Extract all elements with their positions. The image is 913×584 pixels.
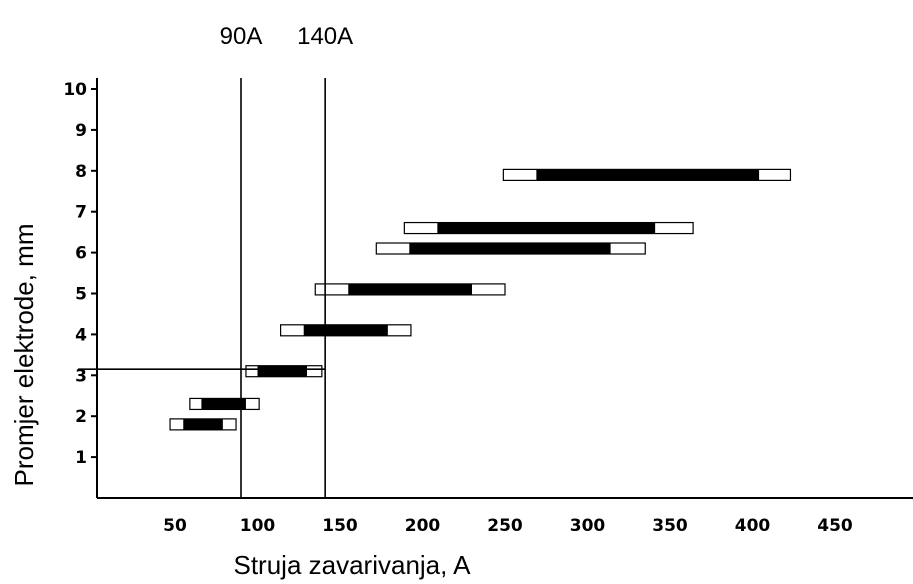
optimal-range-bar [348, 283, 472, 295]
x-tick-label: 350 [652, 516, 688, 536]
y-tick-label: 10 [63, 80, 87, 100]
x-tick-label: 150 [322, 516, 358, 536]
range-bars [169, 168, 792, 431]
optimal-range-bar [257, 365, 307, 377]
y-tick-label: 9 [75, 121, 87, 141]
y-tick-label: 2 [75, 407, 87, 427]
optimal-range-bar [303, 324, 388, 336]
optimal-range-bar [437, 222, 656, 234]
y-tick-label: 6 [75, 244, 87, 264]
y-tick-label: 8 [75, 162, 87, 182]
reference-line-label: 140A [297, 23, 353, 50]
x-tick-label: 200 [405, 516, 441, 536]
optimal-range-bar [536, 169, 760, 181]
y-tick-label: 1 [75, 448, 87, 468]
axes [96, 78, 913, 499]
x-tick-label: 400 [735, 516, 771, 536]
y-tick-label: 7 [75, 203, 87, 223]
x-tick-label: 300 [570, 516, 606, 536]
optimal-range-bar [183, 418, 223, 430]
reference-line-label: 90A [220, 23, 263, 50]
y-axis-title: Promjer elektrode, mm [9, 224, 39, 487]
optimal-range-bar [409, 243, 611, 255]
y-tick-label: 4 [75, 325, 87, 345]
reference-lines: 90A 140A [78, 23, 353, 498]
x-tick-label: 50 [163, 516, 187, 536]
optimal-range-bar [201, 398, 246, 410]
x-tick-label: 100 [240, 516, 276, 536]
x-tick-label: 250 [487, 516, 523, 536]
x-tick-label: 450 [817, 516, 853, 536]
y-tick-label: 5 [75, 285, 87, 305]
x-axis-title: Struja zavarivanja, A [233, 550, 471, 580]
tick-labels: 1 2 3 4 5 6 7 8 9 10 50 100 150 200 250 300 350 400 450 [63, 80, 853, 536]
y-tick-label: 3 [75, 366, 87, 386]
